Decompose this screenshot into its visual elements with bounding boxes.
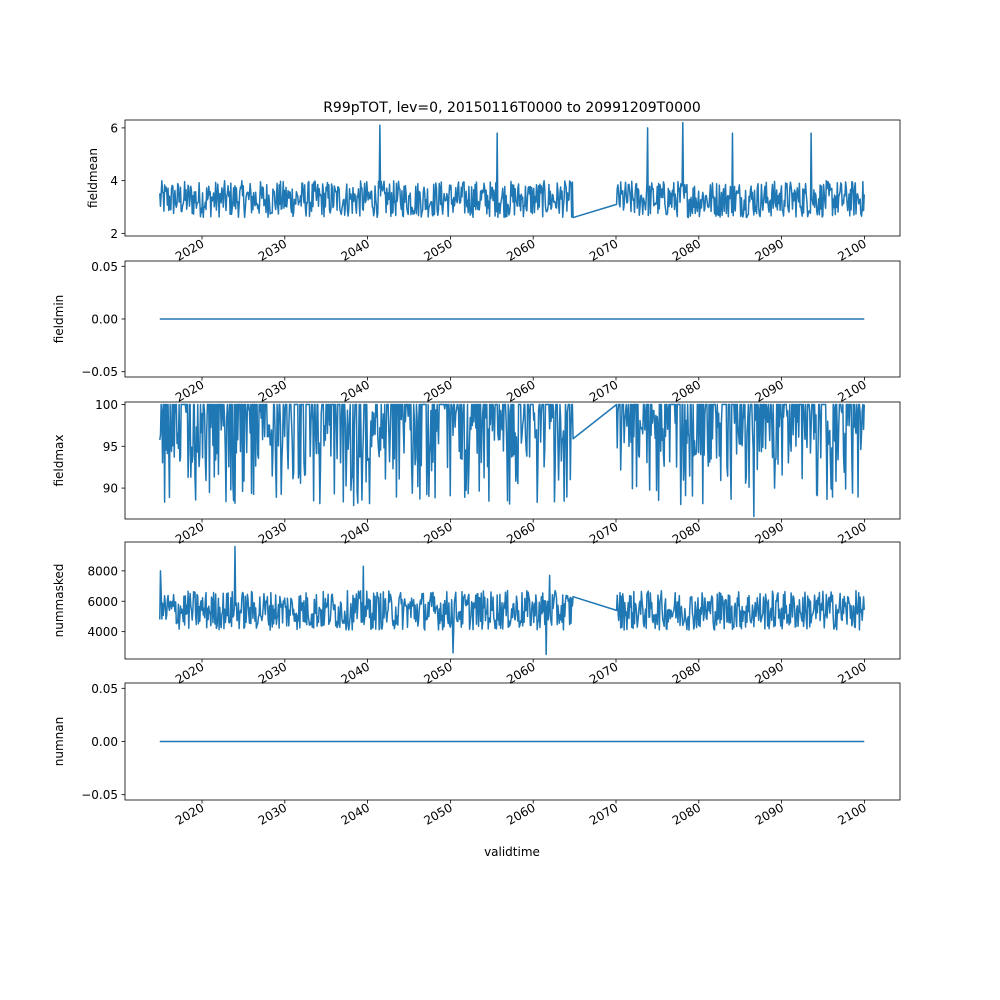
x-tick-label-fieldmax: 2020 xyxy=(173,519,206,546)
axes-frame-nummasked xyxy=(124,541,901,660)
panel-fieldmax: 90 95 100 2020 2030 2040 2050 2060 2070 2080 2090 2… xyxy=(52,398,901,547)
y-tick-label-fieldmax: 95 xyxy=(103,440,118,454)
x-tick-label-fieldmin: 2060 xyxy=(504,377,537,404)
x-tick-label-fieldmax: 2060 xyxy=(504,519,537,546)
y-tick-label-fieldmin: 0.05 xyxy=(91,260,118,274)
x-tick-label-fieldmin: 2050 xyxy=(421,377,454,404)
y-tick-label-fieldmean: 6 xyxy=(110,121,118,135)
x-tick-label-fieldmean: 2060 xyxy=(504,236,537,263)
x-tick-label-numnan: 2030 xyxy=(256,800,289,827)
x-tick-label-fieldmean: 2080 xyxy=(670,236,703,263)
x-tick-label-numnan: 2100 xyxy=(835,800,868,827)
panel-numnan: −0.05 0.00 0.05 2020 2030 2040 2050 2060 2070 208… xyxy=(52,682,901,828)
chart-title: R99pTOT, lev=0, 20150116T0000 to 2099120… xyxy=(323,100,701,116)
y-tick-label-fieldmean: 2 xyxy=(110,227,118,241)
x-tick-label-numnan: 2080 xyxy=(670,800,703,827)
y-tick-label-numnan: −0.05 xyxy=(81,788,118,802)
x-tick-label-fieldmax: 2080 xyxy=(670,519,703,546)
x-tick-label-fieldmin: 2070 xyxy=(587,377,620,404)
y-tick-label-fieldmean: 4 xyxy=(110,174,118,188)
series-line-nummasked xyxy=(159,545,866,656)
x-tick-label-fieldmax: 2030 xyxy=(256,519,289,546)
x-tick-label-fieldmean: 2040 xyxy=(339,236,372,263)
x-tick-label-fieldmax: 2050 xyxy=(421,519,454,546)
panel-fieldmin: −0.05 0.00 0.05 2020 2030 2040 2050 2060 2070 208… xyxy=(52,260,901,405)
y-tick-label-nummasked: 8000 xyxy=(87,564,118,578)
y-axis-label-nummasked: nummasked xyxy=(52,564,66,638)
x-tick-label-fieldmin: 2080 xyxy=(670,377,703,404)
x-tick-label-fieldmax: 2090 xyxy=(753,519,786,546)
y-tick-label-fieldmin: 0.00 xyxy=(91,313,118,327)
x-tick-label-fieldmax: 2100 xyxy=(835,519,868,546)
axes-frame-fieldmean xyxy=(124,119,901,237)
x-tick-label-fieldmin: 2100 xyxy=(835,377,868,404)
panels: 2 4 6 2020 2030 2040 2050 2060 2070 2080 2090 2100 f… xyxy=(52,119,901,828)
x-tick-label-fieldmean: 2030 xyxy=(256,236,289,263)
x-tick-label-fieldmin: 2030 xyxy=(256,377,289,404)
x-tick-label-numnan: 2040 xyxy=(339,800,372,827)
y-axis-label-fieldmax: fieldmax xyxy=(52,434,66,486)
x-axis-label: validtime xyxy=(484,845,540,859)
x-tick-label-numnan: 2020 xyxy=(173,800,206,827)
x-tick-label-numnan: 2090 xyxy=(753,800,786,827)
x-tick-label-fieldmin: 2020 xyxy=(173,377,206,404)
x-tick-label-numnan: 2060 xyxy=(504,800,537,827)
x-tick-label-fieldmean: 2070 xyxy=(587,236,620,263)
x-tick-label-fieldmean: 2100 xyxy=(835,236,868,263)
y-tick-label-fieldmax: 90 xyxy=(103,482,118,496)
y-tick-label-fieldmax: 100 xyxy=(95,398,118,412)
y-tick-label-fieldmin: −0.05 xyxy=(81,365,118,379)
y-tick-label-numnan: 0.00 xyxy=(91,735,118,749)
y-tick-label-nummasked: 6000 xyxy=(87,595,118,609)
x-tick-label-fieldmax: 2070 xyxy=(587,519,620,546)
x-tick-label-fieldmean: 2050 xyxy=(421,236,454,263)
x-tick-label-fieldmean: 2090 xyxy=(753,236,786,263)
panel-fieldmean: 2 4 6 2020 2030 2040 2050 2060 2070 2080 2090 2100 f… xyxy=(86,119,901,264)
x-tick-label-fieldmean: 2020 xyxy=(173,236,206,263)
x-tick-label-fieldmax: 2040 xyxy=(339,519,372,546)
series-line-fieldmax xyxy=(159,403,866,518)
y-tick-label-nummasked: 4000 xyxy=(87,625,118,639)
x-tick-label-numnan: 2050 xyxy=(421,800,454,827)
axes-frame-fieldmax xyxy=(124,401,901,520)
series-line-fieldmean xyxy=(159,121,866,219)
y-axis-label-numnan: numnan xyxy=(52,717,66,766)
x-tick-label-numnan: 2070 xyxy=(587,800,620,827)
x-tick-label-fieldmin: 2090 xyxy=(753,377,786,404)
y-tick-label-numnan: 0.05 xyxy=(91,682,118,696)
x-tick-label-fieldmin: 2040 xyxy=(339,377,372,404)
y-axis-label-fieldmean: fieldmean xyxy=(86,148,100,208)
y-axis-label-fieldmin: fieldmin xyxy=(52,295,66,344)
